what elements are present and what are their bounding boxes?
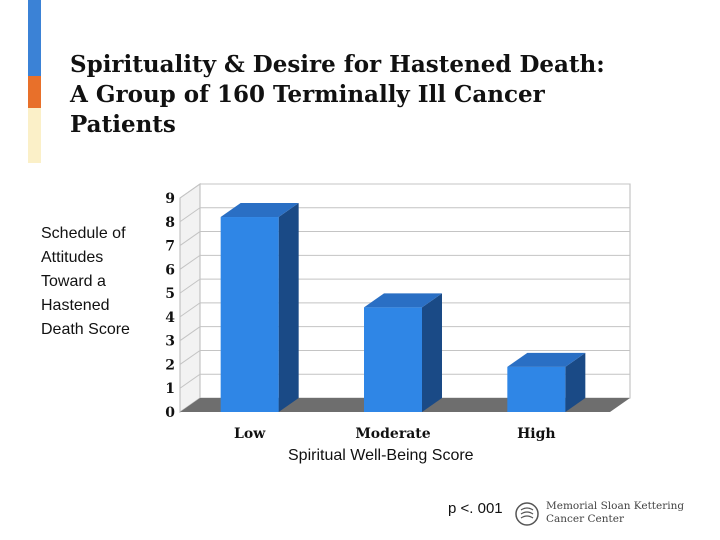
gridline [179, 373, 630, 389]
accent-bar-orange [28, 76, 41, 108]
gridline [179, 326, 630, 342]
title-line-1: Spirituality & Desire for Hastened Death… [70, 51, 605, 78]
y-axis-label-line: Hastened [41, 297, 110, 314]
bar-side [422, 293, 442, 412]
y-tick-label: 9 [165, 191, 175, 207]
plot-side-wall [179, 183, 201, 413]
msk-seal-icon [515, 502, 539, 526]
gridline [179, 183, 630, 199]
slide-title: Spirituality & Desire for Hastened Death… [70, 50, 690, 140]
y-axis-label-line: Toward a [41, 273, 106, 290]
title-line-3: Patients [70, 111, 176, 138]
logo-line-2: Cancer Center [546, 513, 624, 525]
accent-bar-cream [28, 108, 41, 163]
x-tick-label: Low [234, 426, 266, 442]
msk-logo: Memorial Sloan Kettering Cancer Center [514, 496, 684, 534]
bar [507, 366, 566, 412]
x-tick-label: Moderate [355, 426, 430, 442]
x-axis-label: Spiritual Well-Being Score [288, 447, 474, 464]
bar-top [507, 352, 586, 367]
bar-top [220, 203, 299, 218]
p-value: p <. 001 [448, 500, 503, 517]
y-axis-label: Schedule of Attitudes Toward a Hastened … [41, 222, 151, 342]
accent-bar-blue [28, 0, 41, 76]
y-tick-label: 3 [165, 334, 175, 350]
y-tick-label: 8 [165, 215, 175, 231]
gridline [179, 349, 630, 365]
y-tick-label: 0 [165, 405, 175, 421]
logo-line-1: Memorial Sloan Kettering [546, 500, 685, 512]
y-tick-label: 6 [165, 262, 175, 278]
y-tick-label: 5 [165, 286, 175, 302]
y-axis-label-line: Attitudes [41, 249, 104, 266]
bar-side [565, 352, 586, 412]
y-tick-label: 7 [165, 239, 175, 255]
y-axis-label-line: Schedule of [41, 225, 126, 242]
gridline [179, 278, 630, 294]
gridline [179, 231, 630, 246]
bar [220, 217, 279, 412]
y-tick-label: 1 [165, 381, 175, 397]
x-tick-label: High [517, 426, 556, 442]
bar-side [278, 203, 299, 412]
gridline [179, 207, 630, 223]
y-axis-label-line: Death Score [41, 321, 130, 338]
title-line-2: A Group of 160 Terminally Ill Cancer [70, 81, 545, 108]
bar [364, 307, 422, 412]
logo-text: Memorial Sloan Kettering Cancer Center [546, 500, 684, 526]
y-tick-label: 4 [165, 310, 175, 326]
gridline [179, 302, 630, 318]
y-tick-label: 2 [165, 357, 175, 373]
gridline [179, 254, 630, 270]
bar-top [364, 293, 442, 308]
